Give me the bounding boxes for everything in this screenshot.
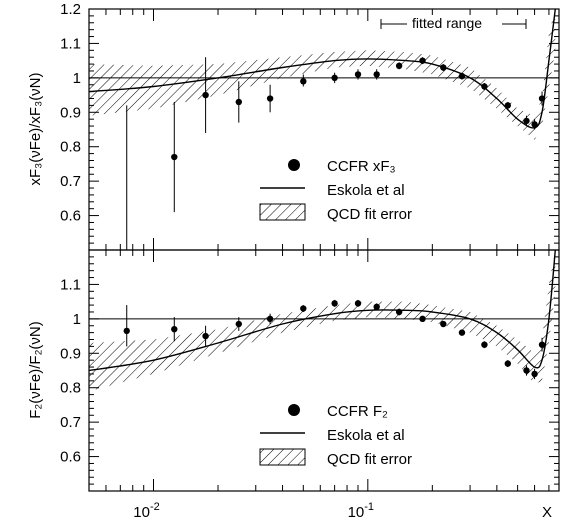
y-tick-label: 0.8 (60, 139, 81, 156)
legend-marker-ccfr (288, 159, 300, 171)
y-tick-label: 1 (73, 311, 81, 328)
data-point (124, 254, 130, 260)
x-tick-label: 10-1 (348, 501, 374, 521)
data-point (504, 360, 512, 367)
data-point (538, 341, 546, 348)
data-point (395, 62, 403, 70)
data-point (419, 315, 426, 323)
data-point (266, 95, 274, 102)
y-tick-label: 0.7 (60, 414, 81, 431)
data-point (354, 300, 362, 307)
top-panel: 0.6 0.7 0.8 0.9 1 1.1 1.2 CCFR xF₃ Eskola et al Q… (60, 1, 560, 260)
data-point (202, 332, 209, 340)
legend-label: QCD fit error (327, 206, 412, 223)
data-point (171, 153, 178, 161)
data-point (481, 83, 488, 90)
data-point (331, 74, 338, 82)
data-point (373, 71, 380, 78)
plot-frame (88, 249, 560, 492)
data-point (531, 370, 538, 378)
data-point (440, 320, 447, 328)
plot-frame (88, 8, 560, 251)
x-tick-label: 10-2 (133, 501, 159, 521)
data-point (395, 308, 403, 316)
plot-area (89, 250, 559, 392)
y-tick-label: 1.1 (60, 276, 81, 293)
data-point (235, 98, 242, 106)
y-tick-label: 1.2 (60, 1, 81, 18)
data-point (531, 121, 538, 128)
bottom-y-axis-label: F₂(νFe)/F₂(νN) (27, 321, 44, 418)
top-y-axis-label: xF₃(νFe)/xF₃(νN) (27, 72, 44, 185)
y-tick-label: 1.1 (60, 35, 81, 52)
data-point (458, 72, 466, 80)
y-tick-label: 0.9 (60, 345, 81, 362)
legend-label: Eskola et al (327, 182, 405, 199)
qcd-fit-error-band (89, 9, 556, 140)
qcd-fit-error-band (89, 250, 556, 392)
y-tick-label: 0.6 (60, 449, 81, 466)
data-point (481, 341, 488, 348)
legend-marker-qcd-band (259, 448, 306, 466)
data-point (419, 57, 426, 64)
legend: CCFR F₂ Eskola et al QCD fit error (259, 403, 412, 468)
data-point (458, 329, 466, 336)
eskola-curve (89, 9, 556, 129)
legend-label: CCFR xF₃ (327, 158, 396, 175)
data-point (504, 102, 512, 109)
y-tick-label: 0.9 (60, 104, 81, 121)
data-point (523, 117, 530, 125)
data-point (523, 367, 530, 374)
data-point (331, 300, 338, 307)
legend-label: CCFR F₂ (327, 403, 388, 420)
data-point (123, 327, 130, 335)
data-point (266, 315, 274, 323)
data-point (300, 78, 307, 85)
fitted-range-label: fitted range (412, 15, 482, 31)
y-tick-label: 0.8 (60, 380, 81, 397)
eskola-curve (89, 250, 556, 372)
y-tick-label: 0.7 (60, 173, 81, 190)
bottom-panel: 0.6 0.7 0.8 0.9 1 1.1 10-2 10-1 CCFR F₂ Eskola et… (60, 249, 560, 521)
legend-label: Eskola et al (327, 427, 405, 444)
x-axis-label: X (542, 504, 552, 521)
data-point (373, 303, 380, 311)
y-tick-label: 1 (73, 70, 81, 87)
data-point (538, 95, 546, 102)
legend-label: QCD fit error (327, 451, 412, 468)
data-point (440, 64, 447, 71)
plot-area (89, 9, 559, 260)
data-point (235, 320, 242, 328)
legend-marker-ccfr (288, 404, 300, 416)
y-tick-label: 0.6 (60, 208, 81, 225)
legend: CCFR xF₃ Eskola et al QCD fit error (259, 158, 412, 223)
data-point (300, 305, 307, 312)
data-point (202, 91, 209, 99)
legend-marker-qcd-band (259, 203, 306, 221)
data-point (354, 71, 362, 78)
data-point (171, 325, 178, 333)
